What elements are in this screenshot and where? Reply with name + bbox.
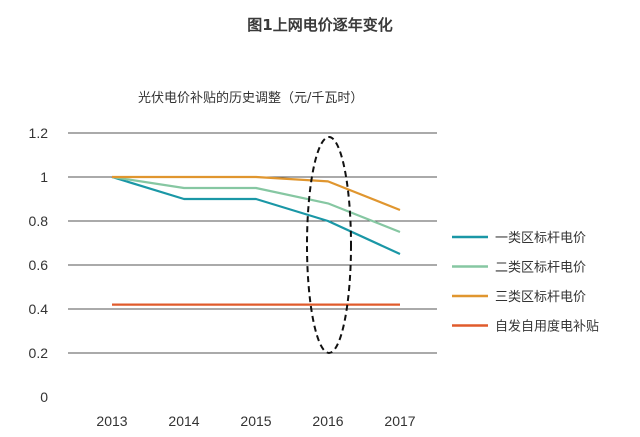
y-tick-label: 1.2 (29, 125, 49, 141)
y-tick-label: 0.4 (29, 301, 49, 317)
y-axis-ticks: 0 0.2 0.4 0.6 0.8 1 1.2 (29, 125, 49, 405)
legend-label: 二类区标杆电价 (495, 261, 586, 276)
x-tick-label: 2013 (96, 413, 127, 429)
highlight-ellipse (306, 136, 352, 354)
y-tick-label: 0.6 (29, 257, 49, 273)
chart-subtitle: 光伏电价补贴的历史调整（元/千瓦时） (138, 90, 363, 106)
series-line-1 (111, 175, 401, 255)
x-tick-label: 2016 (312, 413, 343, 429)
x-tick-label: 2014 (168, 413, 199, 429)
highlight-ellipse-shape (306, 136, 352, 354)
chart-title: 图1上网电价逐年变化 (247, 16, 392, 34)
legend-label: 一类区标杆电价 (495, 231, 586, 246)
y-tick-label: 0 (40, 389, 48, 405)
y-tick-label: 0.8 (29, 213, 49, 229)
x-tick-label: 2015 (240, 413, 271, 429)
x-axis-ticks: 2013 2014 2015 2016 2017 (96, 413, 415, 429)
legend-label: 自发自用度电补贴 (495, 319, 599, 335)
series-line-3 (112, 175, 401, 212)
gridlines (68, 132, 437, 354)
y-tick-label: 0.2 (29, 345, 49, 361)
y-tick-label: 1 (40, 169, 48, 185)
series-lines (111, 175, 401, 306)
series-line-2 (111, 175, 401, 234)
x-tick-label: 2017 (384, 413, 415, 429)
legend-label: 三类区标杆电价 (495, 290, 586, 305)
